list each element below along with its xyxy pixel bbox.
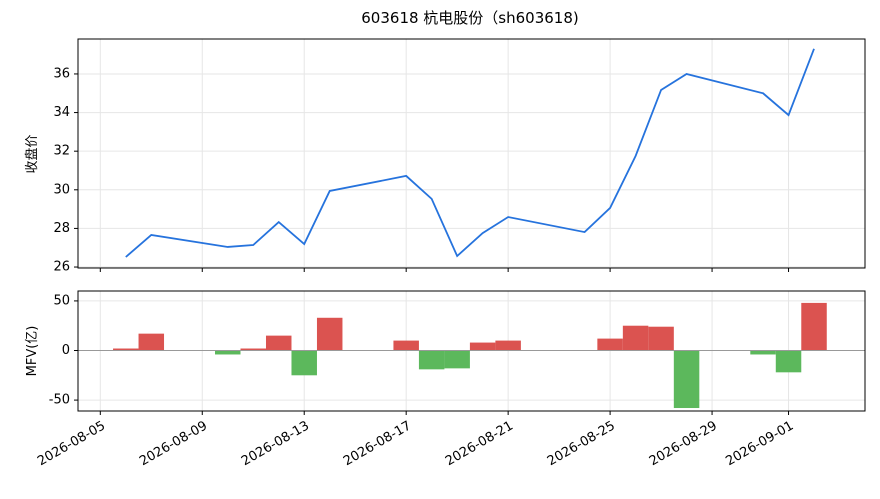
y-tick-label: 26 [53,260,70,275]
bar [240,348,266,351]
bar [801,302,827,351]
bar [495,340,521,351]
bar [138,333,165,351]
y-tick-label: 32 [53,144,70,159]
bar [673,350,700,409]
price-line [125,48,815,258]
bar [265,335,292,351]
y-tick-label: 50 [53,293,70,308]
bar [750,350,776,355]
bar [316,317,343,351]
bar [444,350,470,369]
bar [291,350,317,376]
y-tick-label: 30 [53,182,70,197]
plot-frame [77,290,866,412]
bar [215,350,241,355]
chart-title: 603618 杭电股份（sh603618) [361,9,578,27]
y-axis-label: 收盘价 [24,134,40,173]
y-tick-label: 0 [62,343,70,358]
bar [597,338,623,351]
y-tick-label: -50 [49,393,70,408]
y-tick-label: 34 [53,105,70,120]
bar [469,342,496,351]
bar [648,326,674,351]
bar [113,348,139,351]
y-tick-label: 36 [53,66,70,81]
y-axis-label: MFV(亿) [25,326,40,377]
bar [775,350,802,373]
bar [418,350,445,370]
y-tick-label: 28 [53,221,70,236]
bar [393,340,419,351]
bar [622,325,649,351]
plot-frame [77,38,866,269]
